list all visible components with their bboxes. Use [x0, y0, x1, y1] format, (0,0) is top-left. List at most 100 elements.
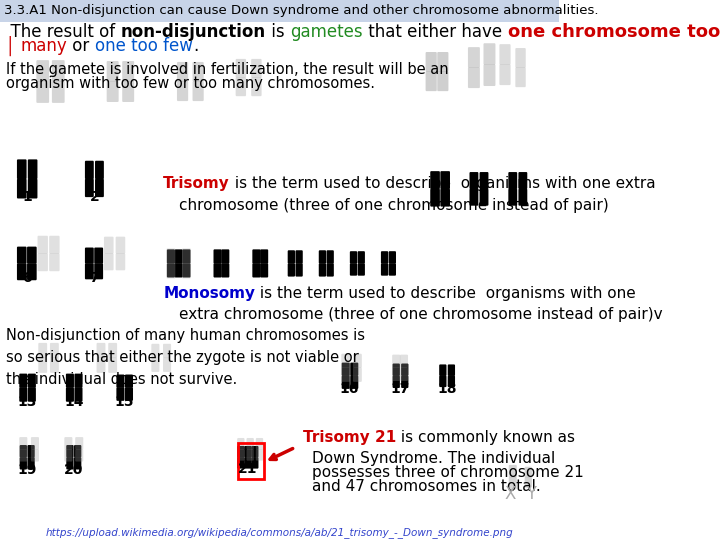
FancyBboxPatch shape: [49, 236, 60, 254]
FancyBboxPatch shape: [28, 388, 36, 402]
FancyBboxPatch shape: [431, 171, 440, 189]
FancyBboxPatch shape: [251, 59, 261, 78]
FancyBboxPatch shape: [19, 445, 27, 457]
FancyBboxPatch shape: [431, 188, 440, 207]
FancyBboxPatch shape: [31, 437, 39, 449]
FancyBboxPatch shape: [117, 375, 125, 388]
Text: 1: 1: [22, 190, 32, 204]
FancyBboxPatch shape: [237, 446, 245, 457]
Text: Trisomy: Trisomy: [163, 177, 230, 191]
FancyBboxPatch shape: [49, 253, 60, 271]
FancyBboxPatch shape: [50, 357, 59, 373]
Text: or: or: [68, 37, 95, 55]
FancyBboxPatch shape: [221, 263, 230, 278]
FancyBboxPatch shape: [163, 344, 171, 358]
FancyBboxPatch shape: [27, 247, 37, 264]
FancyBboxPatch shape: [175, 249, 183, 264]
FancyBboxPatch shape: [353, 354, 362, 368]
Text: chromosome (three of one chromosome instead of pair): chromosome (three of one chromosome inst…: [179, 198, 608, 213]
FancyBboxPatch shape: [52, 60, 65, 82]
FancyBboxPatch shape: [151, 357, 159, 372]
FancyBboxPatch shape: [17, 247, 27, 264]
FancyBboxPatch shape: [182, 263, 191, 278]
FancyBboxPatch shape: [500, 44, 510, 65]
Text: and 47 chromosomes in total.: and 47 chromosomes in total.: [312, 479, 541, 494]
Text: Non-disjunction of many human chromosomes is
so serious that either the zygote i: Non-disjunction of many human chromosome…: [6, 328, 365, 387]
Text: 21: 21: [238, 462, 258, 476]
FancyBboxPatch shape: [151, 344, 159, 358]
FancyBboxPatch shape: [167, 263, 175, 278]
FancyBboxPatch shape: [358, 263, 365, 276]
FancyBboxPatch shape: [341, 368, 350, 382]
Text: 19: 19: [17, 463, 37, 477]
FancyBboxPatch shape: [17, 179, 27, 199]
FancyBboxPatch shape: [251, 446, 258, 457]
FancyBboxPatch shape: [66, 457, 73, 469]
FancyBboxPatch shape: [27, 263, 37, 280]
Text: │: │: [0, 36, 20, 56]
Text: 15: 15: [114, 395, 134, 409]
FancyBboxPatch shape: [251, 77, 261, 96]
FancyBboxPatch shape: [95, 161, 104, 179]
FancyBboxPatch shape: [28, 159, 37, 179]
FancyBboxPatch shape: [64, 437, 73, 449]
FancyBboxPatch shape: [441, 171, 450, 189]
FancyBboxPatch shape: [85, 247, 94, 264]
FancyBboxPatch shape: [448, 375, 455, 387]
FancyBboxPatch shape: [525, 467, 532, 477]
FancyBboxPatch shape: [66, 445, 73, 457]
FancyBboxPatch shape: [167, 249, 175, 264]
FancyBboxPatch shape: [469, 188, 478, 206]
FancyBboxPatch shape: [437, 52, 449, 72]
FancyBboxPatch shape: [28, 179, 37, 199]
FancyBboxPatch shape: [182, 248, 191, 264]
FancyBboxPatch shape: [468, 47, 480, 68]
Text: 13: 13: [17, 395, 37, 409]
Text: gametes: gametes: [290, 23, 363, 41]
FancyBboxPatch shape: [256, 449, 263, 461]
Text: that either have: that either have: [363, 23, 508, 41]
FancyBboxPatch shape: [437, 71, 449, 91]
FancyBboxPatch shape: [38, 343, 47, 358]
FancyBboxPatch shape: [108, 357, 117, 373]
FancyBboxPatch shape: [518, 172, 527, 189]
FancyBboxPatch shape: [19, 388, 27, 402]
FancyBboxPatch shape: [342, 362, 350, 376]
Text: Monosomy: Monosomy: [163, 286, 255, 301]
FancyBboxPatch shape: [288, 250, 295, 264]
FancyBboxPatch shape: [177, 62, 188, 82]
FancyBboxPatch shape: [52, 82, 65, 103]
FancyBboxPatch shape: [260, 263, 268, 278]
FancyBboxPatch shape: [509, 465, 517, 477]
FancyBboxPatch shape: [244, 457, 251, 469]
FancyBboxPatch shape: [358, 251, 365, 264]
Text: possesses three of chromosome 21: possesses three of chromosome 21: [312, 465, 584, 480]
FancyBboxPatch shape: [246, 449, 254, 461]
FancyBboxPatch shape: [350, 251, 357, 264]
FancyBboxPatch shape: [288, 263, 295, 276]
FancyBboxPatch shape: [19, 449, 27, 462]
FancyBboxPatch shape: [95, 179, 104, 197]
Text: 16: 16: [340, 382, 359, 396]
FancyBboxPatch shape: [448, 364, 455, 376]
Text: extra chromosome (three of one chromosome instead of pair)v: extra chromosome (three of one chromosom…: [179, 307, 662, 322]
Text: https://upload.wikimedia.org/wikipedia/commons/a/ab/21_trisomy_-_Down_syndrome.p: https://upload.wikimedia.org/wikipedia/c…: [46, 527, 513, 538]
FancyBboxPatch shape: [104, 253, 114, 271]
FancyBboxPatch shape: [192, 62, 204, 82]
FancyBboxPatch shape: [17, 263, 27, 280]
FancyBboxPatch shape: [469, 172, 478, 189]
Text: 2: 2: [90, 190, 99, 204]
FancyBboxPatch shape: [94, 247, 103, 264]
FancyBboxPatch shape: [122, 61, 134, 82]
Text: 6: 6: [22, 271, 32, 285]
FancyBboxPatch shape: [426, 52, 437, 72]
FancyBboxPatch shape: [163, 357, 171, 372]
FancyBboxPatch shape: [260, 249, 268, 264]
FancyBboxPatch shape: [38, 357, 47, 373]
Text: If the gamete is involved in fertilization, the result will be an: If the gamete is involved in fertilizati…: [6, 62, 449, 77]
FancyBboxPatch shape: [392, 368, 400, 381]
FancyBboxPatch shape: [389, 251, 396, 264]
Text: 20: 20: [64, 463, 84, 477]
FancyBboxPatch shape: [85, 179, 94, 197]
FancyBboxPatch shape: [441, 188, 450, 207]
